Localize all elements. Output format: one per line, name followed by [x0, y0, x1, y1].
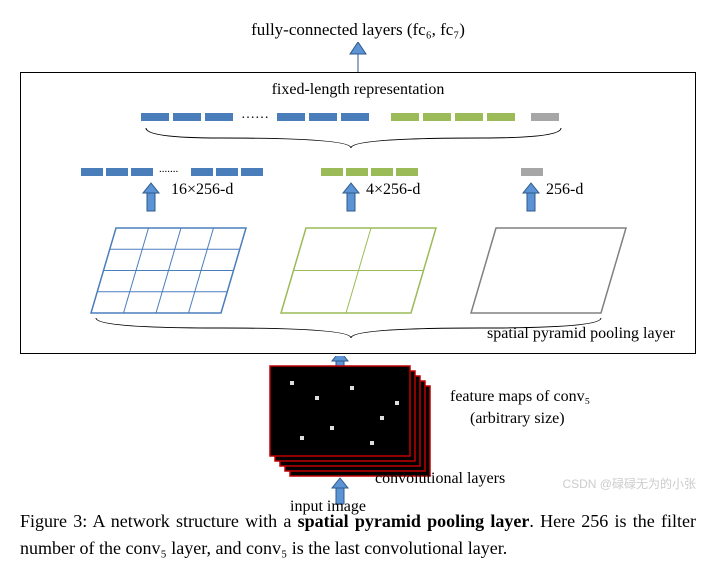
title-top: fully-connected layers (fc₆, fc₇): [20, 20, 696, 40]
input-image-label: input image: [290, 498, 366, 516]
watermark: CSDN @碌碌无为的小张: [562, 475, 696, 492]
dim-4-label: 4×256-d: [366, 181, 420, 199]
caption-prefix: Figure 3: A network structure with a: [20, 511, 298, 531]
featmaps-label-1: feature maps of conv₅: [450, 388, 590, 406]
topbar-ellipsis: ……: [241, 107, 269, 123]
figure-caption: Figure 3: A network structure with a spa…: [20, 508, 696, 562]
fixed-length-label: fixed-length representation: [272, 81, 445, 99]
arrow-to-fc: [343, 42, 373, 72]
spp-label: spatial pyramid pooling layer: [487, 325, 675, 343]
dim-1-label: 256-d: [546, 181, 583, 199]
figure-container: fully-connected layers (fc₆, fc₇) fixed-…: [20, 20, 696, 562]
conv-layers-label: convolutional layers: [375, 470, 505, 488]
midbar-dots: .......: [159, 163, 178, 175]
featmaps-label-2: (arbitrary size): [470, 410, 565, 428]
box-svg: [21, 73, 695, 353]
spp-box: fixed-length representation 16×256-d 4×2…: [20, 72, 696, 354]
dim-16-label: 16×256-d: [171, 181, 233, 199]
